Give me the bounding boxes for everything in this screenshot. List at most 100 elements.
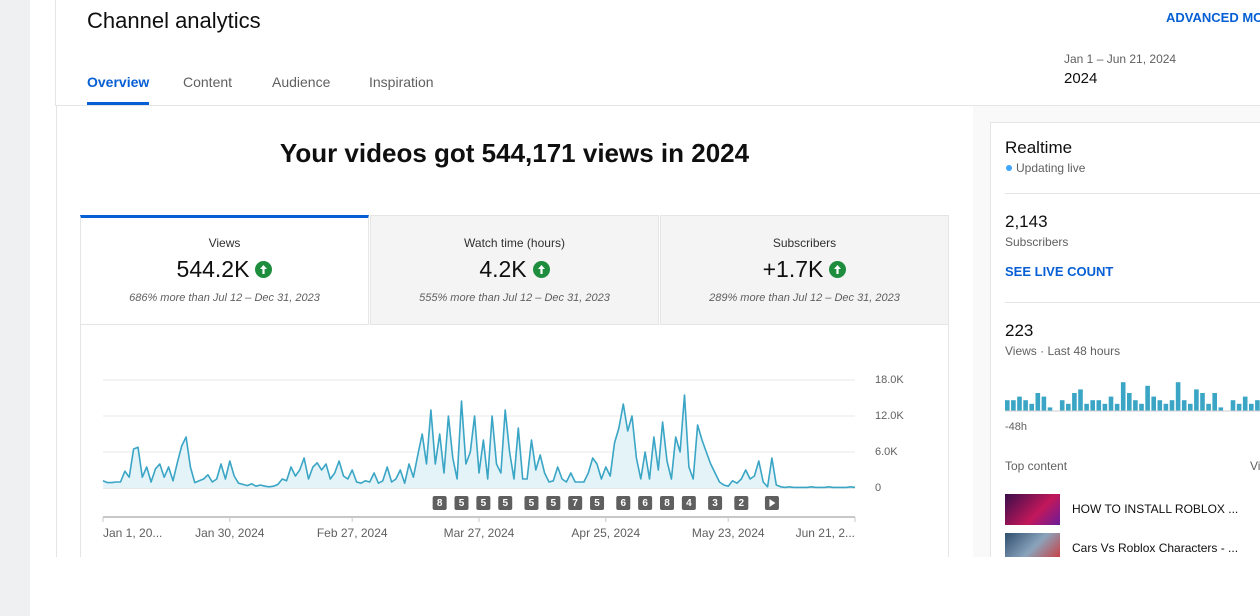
video-marker: [734, 496, 749, 510]
realtime-bar: [1255, 400, 1260, 411]
realtime-bar: [1127, 393, 1132, 411]
video-marker: [638, 496, 653, 510]
realtime-bar: [1139, 403, 1144, 411]
live-dot: [1006, 165, 1012, 171]
top-content-title: Top content: [1005, 459, 1068, 473]
realtime-card: [990, 122, 1260, 557]
content-title[interactable]: Cars Vs Roblox Characters - ...: [1072, 541, 1239, 555]
metric-value: 544.2K: [176, 256, 250, 282]
metric-name: Views: [208, 236, 241, 250]
realtime-bar: [1230, 400, 1236, 411]
video-marker: [616, 496, 631, 510]
realtime-bar: [1023, 400, 1028, 411]
video-marker: [546, 496, 561, 510]
video-marker: [708, 496, 723, 510]
realtime-bar: [1151, 396, 1156, 411]
date-range-label[interactable]: Jan 1 – Jun 21, 2024: [1064, 52, 1177, 66]
video-marker: [568, 496, 583, 510]
top-content-column: Views: [1250, 459, 1260, 473]
side-strip: [0, 0, 30, 616]
tab[interactable]: Audience: [272, 74, 331, 90]
realtime-bar: [1212, 393, 1217, 411]
realtime-bar: [1120, 382, 1126, 411]
line: [102, 394, 856, 489]
up-icon: [532, 261, 550, 278]
x-tick-label: Feb 27, 2024: [317, 526, 388, 540]
thumbnail[interactable]: [1005, 494, 1060, 525]
realtime-title: Realtime: [1005, 138, 1073, 157]
up-icon: [829, 261, 847, 278]
metric-card[interactable]: Views 544.2K 686% more than Jul 12 – Dec…: [80, 215, 369, 325]
metric-row: 544.2K: [81, 256, 368, 283]
realtime-bar: [1157, 400, 1163, 411]
video-marker-label: 5: [594, 498, 600, 509]
realtime-bar: [1066, 403, 1071, 411]
x-tick-label: Apr 25, 2024: [571, 526, 640, 540]
video-marker: [590, 496, 605, 510]
realtime-bar: [1206, 403, 1211, 411]
metric-comparison: 289% more than Jul 12 – Dec 31, 2023: [709, 292, 900, 304]
content: Channel analytics ADVANCED MODE Overview…: [55, 0, 1260, 557]
video-marker-label: 2: [739, 498, 745, 509]
thumbnail[interactable]: [1005, 533, 1060, 557]
video-marker: [476, 496, 491, 510]
realtime-bar: [1236, 403, 1242, 411]
active-tab-indicator: [87, 102, 149, 105]
date-range-value[interactable]: 2024: [1064, 70, 1098, 87]
views-count: 223: [1005, 321, 1034, 340]
area-fill: [103, 395, 855, 488]
metric-card[interactable]: Subscribers +1.7K 289% more than Jul 12 …: [660, 215, 949, 325]
subscriber-label: Subscribers: [1005, 235, 1069, 249]
realtime-bar: [1200, 393, 1205, 411]
realtime-bar: [1169, 400, 1175, 411]
video-marker-label: 4: [686, 498, 692, 509]
video-marker: [524, 496, 539, 510]
metric-comparison: 555% more than Jul 12 – Dec 31, 2023: [419, 292, 610, 304]
realtime-bar: [1181, 400, 1187, 411]
x-tick-label: May 23, 2024: [692, 526, 765, 540]
tab[interactable]: Overview: [87, 74, 150, 90]
metric-row: 4.2K: [371, 256, 658, 283]
realtime-bar: [1175, 382, 1181, 411]
y-tick-label: 18.0K: [875, 374, 904, 386]
views-label: Views · Last 48 hours: [1005, 344, 1121, 358]
divider: [1005, 193, 1260, 194]
video-marker-label: 6: [642, 498, 648, 509]
realtime-bar: [1011, 400, 1016, 411]
metric-name: Subscribers: [772, 236, 837, 250]
realtime-bar: [1041, 396, 1047, 411]
video-marker-label: 8: [437, 498, 443, 509]
realtime-bar: [1133, 400, 1138, 411]
content-title[interactable]: HOW TO INSTALL ROBLOX ...: [1072, 502, 1239, 516]
headline: Your videos got 544,171 views in 2024: [279, 138, 750, 168]
tab[interactable]: Content: [183, 74, 233, 90]
x-tick-label: Jan 1, 20...: [103, 526, 162, 540]
chart-panel: [80, 325, 949, 557]
bars-start-label: -48h: [1005, 421, 1028, 433]
see-live-count[interactable]: SEE LIVE COUNT: [1005, 264, 1114, 279]
metric-card[interactable]: Watch time (hours) 4.2K 555% more than J…: [370, 215, 659, 325]
realtime-bar: [1114, 403, 1120, 411]
video-marker-label: 5: [529, 498, 535, 509]
realtime-bar: [1059, 400, 1065, 411]
video-marker-label: 5: [481, 498, 487, 509]
realtime-bar: [1084, 403, 1089, 411]
x-tick-label: Jun 21, 2...: [796, 526, 855, 540]
tab[interactable]: Inspiration: [369, 74, 434, 90]
divider: [1005, 302, 1260, 303]
page-title: Channel analytics: [87, 8, 261, 33]
realtime-bar: [1072, 393, 1077, 411]
chart: 0 6.0K 12.0K 18.0K Jan 1, 20... Jan 30, 2024 F…: [102, 374, 1260, 540]
realtime-bar: [1035, 393, 1041, 411]
realtime-bar: [1005, 400, 1010, 411]
video-marker-label: 5: [459, 498, 465, 509]
video-marker: [454, 496, 469, 510]
metric-row: +1.7K: [661, 256, 948, 283]
realtime-bar: [1163, 403, 1169, 411]
video-marker: [432, 496, 447, 510]
y-tick-label: 6.0K: [875, 446, 898, 458]
realtime-bar: [1029, 403, 1034, 411]
video-marker-label: 7: [572, 498, 578, 509]
advanced-mode[interactable]: ADVANCED MODE: [1166, 10, 1260, 25]
